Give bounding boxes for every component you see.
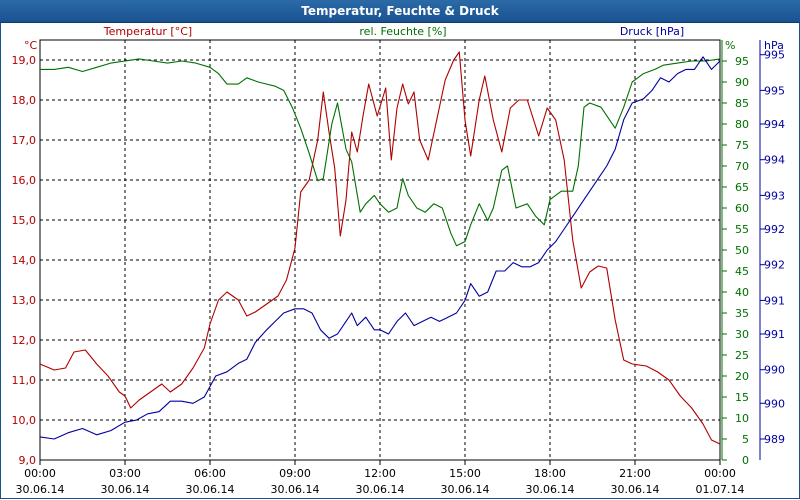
pressure-unit-label: hPa xyxy=(764,39,784,52)
humidity-tick-label: 95 xyxy=(735,55,749,68)
pressure-tick-label: 990 xyxy=(764,364,785,377)
x-tick-label-date: 30.06.14 xyxy=(271,483,320,496)
humidity-tick-label: 30 xyxy=(735,328,749,341)
humidity-tick-label: 35 xyxy=(735,307,749,320)
temperature-tick-label: 17,0 xyxy=(12,134,37,147)
temperature-tick-label: 13,0 xyxy=(12,294,37,307)
x-tick-label-date: 30.06.14 xyxy=(526,483,575,496)
humidity-tick-label: 85 xyxy=(735,97,749,110)
temperature-tick-label: 15,0 xyxy=(12,214,37,227)
x-tick-label-date: 30.06.14 xyxy=(441,483,490,496)
temperature-tick-label: 9,0 xyxy=(19,454,37,467)
x-tick-label-time: 12:00 xyxy=(364,467,396,480)
temperature-tick-label: 19,0 xyxy=(12,54,37,67)
pressure-tick-label: 992 xyxy=(764,223,785,236)
humidity-tick-label: 50 xyxy=(735,244,749,257)
x-tick-label-time: 21:00 xyxy=(619,467,651,480)
x-tick-label-time: 09:00 xyxy=(279,467,311,480)
x-tick-label-time: 03:00 xyxy=(109,467,141,480)
humidity-tick-label: 90 xyxy=(735,76,749,89)
temperature-axis-title: Temperatur [°C] xyxy=(103,25,192,38)
temperature-tick-label: 18,0 xyxy=(12,94,37,107)
x-tick-label-time: 00:00 xyxy=(24,467,56,480)
pressure-tick-label: 991 xyxy=(764,328,785,341)
x-tick-label-time: 18:00 xyxy=(534,467,566,480)
humidity-tick-label: 65 xyxy=(735,181,749,194)
humidity-unit-label: % xyxy=(725,39,735,52)
humidity-tick-label: 20 xyxy=(735,370,749,383)
temperature-tick-label: 14,0 xyxy=(12,254,37,267)
x-tick-label-date: 30.06.14 xyxy=(611,483,660,496)
x-tick-label-time: 15:00 xyxy=(449,467,481,480)
x-tick-label-time: 06:00 xyxy=(194,467,226,480)
humidity-tick-label: 25 xyxy=(735,349,749,362)
chart-title: Temperatur, Feuchte & Druck xyxy=(301,4,499,18)
humidity-tick-label: 75 xyxy=(735,139,749,152)
x-tick-label-time: 00:00 xyxy=(704,467,736,480)
humidity-tick-label: 10 xyxy=(735,412,749,425)
humidity-tick-label: 80 xyxy=(735,118,749,131)
humidity-tick-label: 60 xyxy=(735,202,749,215)
pressure-tick-label: 995 xyxy=(764,84,785,97)
humidity-tick-label: 15 xyxy=(735,391,749,404)
x-tick-label-date: 30.06.14 xyxy=(356,483,405,496)
temperature-series-line xyxy=(39,51,721,445)
humidity-axis-title: rel. Feuchte [%] xyxy=(359,25,446,38)
x-tick-label-date: 30.06.14 xyxy=(101,483,150,496)
humidity-tick-label: 40 xyxy=(735,286,749,299)
humidity-tick-label: 45 xyxy=(735,265,749,278)
pressure-tick-label: 994 xyxy=(764,154,785,167)
pressure-tick-label: 992 xyxy=(764,259,785,272)
pressure-axis-title: Druck [hPa] xyxy=(620,25,684,38)
humidity-series-line xyxy=(40,58,721,247)
temperature-unit-label: °C xyxy=(24,39,38,52)
humidity-tick-label: 70 xyxy=(735,160,749,173)
pressure-series-line xyxy=(39,56,721,440)
pressure-tick-label: 989 xyxy=(764,433,785,446)
pressure-tick-label: 993 xyxy=(764,189,785,202)
temperature-tick-label: 11,0 xyxy=(12,374,37,387)
humidity-tick-label: 5 xyxy=(742,433,749,446)
x-tick-label-date: 01.07.14 xyxy=(696,483,745,496)
window-title-bar: Temperatur, Feuchte & Druck xyxy=(0,0,800,23)
x-tick-label-date: 30.06.14 xyxy=(16,483,65,496)
pressure-tick-label: 991 xyxy=(764,294,785,307)
humidity-tick-label: 55 xyxy=(735,223,749,236)
pressure-tick-label: 990 xyxy=(764,397,785,410)
temperature-tick-label: 12,0 xyxy=(12,334,37,347)
pressure-tick-label: 994 xyxy=(764,118,785,131)
humidity-tick-label: 0 xyxy=(742,454,749,467)
temperature-tick-label: 16,0 xyxy=(12,174,37,187)
temperature-tick-label: 10,0 xyxy=(12,414,37,427)
pressure-tick-label: 995 xyxy=(764,49,785,62)
x-tick-label-date: 30.06.14 xyxy=(186,483,235,496)
